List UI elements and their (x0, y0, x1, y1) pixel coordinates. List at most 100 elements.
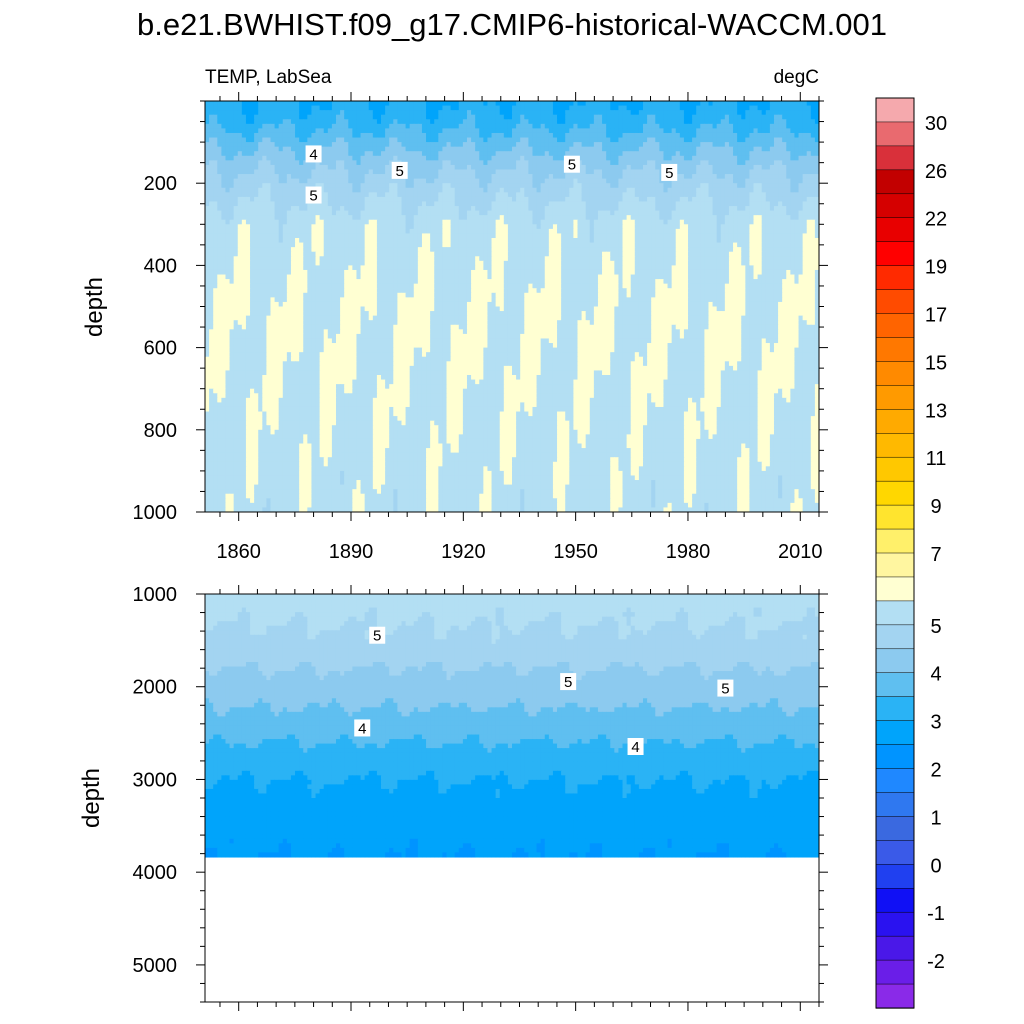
contour-cell (303, 251, 308, 257)
contour-cell (462, 238, 468, 244)
contour-cell (565, 142, 570, 148)
contour-cell (327, 151, 333, 157)
contour-cell (331, 206, 337, 212)
contour-cell (237, 238, 243, 244)
contour-cell (589, 233, 595, 239)
contour-cell (237, 110, 243, 116)
contour-cell (389, 110, 394, 116)
contour-cell (561, 123, 566, 129)
contour-cell (385, 247, 390, 253)
contour-cell (307, 132, 313, 139)
contour-cell (667, 151, 673, 157)
contour-cell (593, 228, 599, 235)
contour-cell (565, 233, 570, 239)
contour-cell (634, 242, 640, 248)
contour-cell (209, 146, 214, 152)
contour-cell (524, 160, 529, 166)
contour-cell (536, 142, 542, 148)
contour-cell (516, 105, 521, 111)
contour-cell (438, 196, 444, 203)
contour-cell (696, 151, 701, 157)
contour-cell (671, 196, 677, 203)
contour-cell (512, 169, 517, 175)
contour-cell (806, 247, 812, 253)
contour-cell (426, 206, 431, 212)
contour-cell (671, 142, 677, 148)
contour-cell (618, 174, 624, 180)
contour-cell (368, 247, 374, 253)
contour-cell (642, 183, 648, 189)
contour-cell (335, 128, 341, 134)
contour-cell (794, 215, 800, 221)
contour-cell (733, 187, 738, 193)
contour-cell (340, 251, 345, 257)
contour-cell (356, 123, 362, 129)
contour-cell (602, 196, 607, 203)
contour-cell (512, 183, 517, 189)
contour-cell (262, 201, 267, 207)
contour-cell (790, 151, 796, 157)
contour-cell (524, 146, 529, 152)
contour-cell (634, 178, 640, 184)
contour-cell (700, 132, 705, 139)
contour-cell (536, 110, 542, 116)
contour-cell (528, 242, 534, 248)
contour-cell (331, 201, 337, 207)
contour-cell (728, 101, 734, 107)
contour-cell (700, 128, 705, 134)
contour-cell (241, 110, 247, 116)
contour-cell (536, 164, 542, 171)
contour-cell (385, 137, 390, 143)
contour-cell (262, 164, 267, 171)
contour-cell (769, 164, 775, 171)
contour-cell (217, 233, 222, 239)
contour-cell (409, 101, 415, 107)
contour-cell (356, 151, 362, 157)
contour-cell (737, 187, 742, 193)
contour-cell (638, 174, 644, 180)
contour-cell (565, 192, 570, 198)
contour-cell (262, 247, 267, 253)
contour-cell (733, 137, 738, 143)
contour-cell (806, 178, 812, 184)
contour-cell (266, 105, 272, 111)
contour-cell (581, 224, 587, 230)
contour-cell (462, 114, 468, 120)
contour-cell (360, 137, 366, 143)
contour-cell (765, 215, 771, 221)
contour-cell (773, 242, 779, 248)
contour-cell (630, 238, 636, 244)
contour-cell (552, 238, 558, 244)
contour-cell (331, 137, 337, 143)
contour-cell (466, 187, 472, 193)
contour-cell (495, 238, 501, 244)
contour-cell (233, 224, 239, 230)
contour-cell (266, 169, 272, 175)
contour-cell (217, 174, 222, 180)
contour-cell (557, 164, 562, 171)
contour-cell (290, 233, 296, 239)
contour-cell (385, 228, 390, 235)
contour-cell (209, 123, 214, 129)
contour-cell (475, 187, 480, 193)
contour-cell (626, 119, 632, 125)
contour-cell (303, 164, 308, 171)
contour-cell (221, 142, 227, 148)
contour-cell (659, 192, 665, 198)
contour-cell (794, 160, 800, 166)
contour-cell (749, 210, 755, 216)
contour-cell (720, 132, 726, 139)
contour-cell (295, 114, 300, 120)
contour-cell (716, 178, 722, 184)
contour-cell (593, 219, 599, 225)
contour-cell (483, 119, 489, 125)
contour-cell (290, 146, 296, 152)
contour-cell (229, 210, 235, 216)
contour-cell (733, 123, 738, 129)
contour-cell (688, 160, 693, 166)
contour-cell (278, 164, 284, 171)
contour-cell (634, 224, 640, 230)
contour-cell (577, 114, 583, 120)
contour-cell (618, 228, 624, 235)
contour-cell (638, 215, 644, 221)
